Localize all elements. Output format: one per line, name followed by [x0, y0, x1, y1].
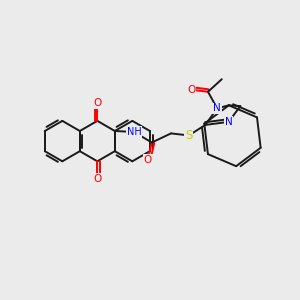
Text: N: N: [225, 117, 232, 127]
Text: O: O: [144, 155, 152, 165]
Text: O: O: [93, 98, 101, 108]
Text: O: O: [187, 85, 196, 95]
Text: O: O: [93, 174, 101, 184]
Text: S: S: [185, 129, 193, 142]
Text: N: N: [213, 103, 221, 113]
Text: NH: NH: [127, 127, 141, 137]
